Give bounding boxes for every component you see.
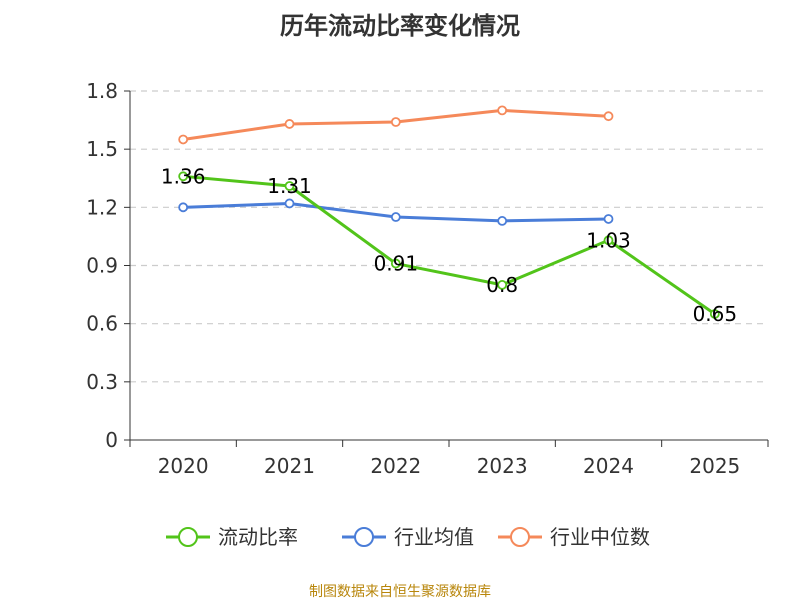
legend-swatch-marker [354, 527, 374, 547]
series-1-point-0[interactable] [178, 202, 189, 213]
y-tick-label: 0.3 [86, 370, 118, 394]
data-label: 1.03 [586, 228, 631, 252]
series-0-point-0[interactable] [178, 171, 189, 182]
x-tick-label: 2021 [264, 454, 315, 478]
source-note: 制图数据来自恒生聚源数据库 [309, 584, 491, 600]
legend-item-0[interactable]: 流动比率 [166, 525, 298, 549]
series-1-point-1[interactable] [284, 198, 295, 209]
series-2-point-3[interactable] [497, 105, 508, 116]
y-tick-label: 1.8 [86, 79, 118, 103]
data-label: 1.36 [161, 164, 206, 188]
legend: 流动比率 行业均值 行业中位数 [166, 525, 650, 549]
legend-label: 行业均值 [394, 525, 474, 549]
x-tick-label: 2022 [370, 454, 421, 478]
series-2-point-1[interactable] [284, 119, 295, 129]
data-label: 0.8 [486, 273, 518, 297]
data-label: 0.65 [693, 302, 738, 326]
legend-swatch-marker [510, 527, 530, 547]
legend-label: 流动比率 [218, 525, 298, 549]
series-2-point-2[interactable] [390, 117, 401, 127]
series-0-point-2[interactable] [390, 258, 401, 269]
legend-item-1[interactable]: 行业均值 [342, 525, 474, 549]
series-1-point-3[interactable] [497, 216, 508, 226]
axes: 0 0.3 0.6 0.9 1.2 1.5 1.8 2020 2021 2022 2023 2024 2… [86, 79, 769, 478]
y-tick-label: 0.9 [86, 254, 118, 278]
grid-lines [130, 90, 768, 383]
y-tick-label: 0 [105, 428, 118, 452]
x-tick-label: 2020 [158, 454, 209, 478]
series-1-point-4[interactable] [603, 214, 614, 224]
x-tick-label: 2024 [583, 454, 634, 478]
data-labels: 1.36 1.31 0.91 0.8 1.03 0.65 [161, 164, 737, 326]
data-label: 0.91 [374, 252, 419, 276]
series-0-point-3[interactable] [497, 279, 508, 290]
data-label: 1.31 [267, 174, 312, 198]
legend-item-2[interactable]: 行业中位数 [498, 525, 650, 549]
legend-label: 行业中位数 [550, 525, 650, 549]
series-layer [178, 105, 720, 319]
x-tick-label: 2023 [477, 454, 528, 478]
y-tick-label: 0.6 [86, 312, 118, 336]
series-2-point-4[interactable] [603, 111, 614, 122]
series-0-point-4[interactable] [603, 235, 614, 246]
x-tick-label: 2025 [689, 454, 740, 478]
series-0-point-5[interactable] [709, 309, 720, 319]
chart-title: 历年流动比率变化情况 [280, 12, 520, 40]
series-line-0 [183, 174, 716, 316]
series-2-point-0[interactable] [178, 134, 189, 145]
series-1-point-2[interactable] [390, 212, 401, 222]
series-0-point-1[interactable] [284, 181, 295, 191]
legend-swatch-marker [178, 527, 198, 547]
y-tick-label: 1.2 [86, 195, 118, 219]
y-tick-label: 1.5 [86, 137, 118, 161]
